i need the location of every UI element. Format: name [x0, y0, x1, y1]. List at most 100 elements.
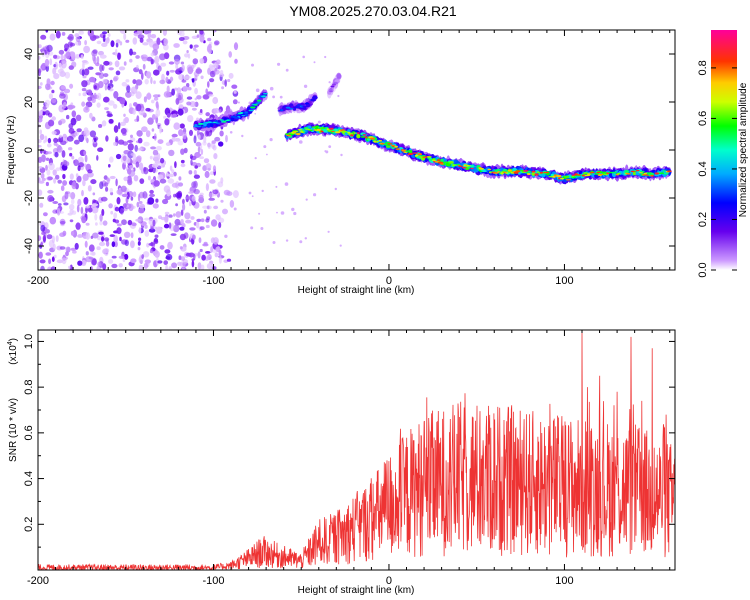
- noise-cell: [98, 231, 104, 235]
- noise-cell: [53, 177, 57, 184]
- noise-cell: [202, 205, 209, 209]
- colorbar-tick-label: 0.6: [697, 111, 709, 126]
- noise-cell: [182, 85, 188, 92]
- noise-cell: [153, 69, 160, 76]
- noise-cell: [123, 231, 131, 238]
- noise-speck: [233, 207, 237, 211]
- noise-cell: [154, 226, 158, 230]
- noise-cell: [94, 213, 98, 221]
- noise-cell: [84, 40, 87, 46]
- noise-cell: [153, 180, 160, 187]
- noise-cell: [38, 251, 43, 259]
- noise-speck: [280, 211, 285, 215]
- noise-cell: [68, 65, 75, 70]
- noise-cell: [130, 134, 133, 138]
- noise-speck: [227, 78, 231, 83]
- ridge-cell: [207, 121, 213, 124]
- noise-cell: [116, 223, 122, 227]
- ridge-cell: [326, 128, 330, 131]
- noise-cell: [45, 164, 48, 171]
- noise-speck: [277, 62, 281, 66]
- noise-cell: [38, 68, 41, 77]
- noise-cell: [164, 249, 171, 254]
- noise-cell: [48, 119, 55, 127]
- ridge-cell: [320, 130, 324, 133]
- noise-cell: [229, 200, 235, 208]
- noise-cell: [87, 207, 93, 213]
- ridge-cell: [487, 168, 492, 171]
- noise-cell: [165, 264, 168, 270]
- noise-cell: [96, 246, 101, 251]
- ridge-cell: [395, 148, 401, 150]
- noise-cell: [62, 230, 67, 236]
- noise-cell: [144, 217, 150, 221]
- noise-cell: [41, 154, 46, 163]
- noise-cell: [199, 35, 205, 43]
- noise-cell: [153, 133, 157, 141]
- noise-cell: [136, 64, 139, 70]
- noise-speck: [285, 68, 289, 72]
- noise-cell: [135, 218, 142, 222]
- noise-cell: [197, 146, 201, 154]
- noise-cell: [121, 81, 128, 87]
- noise-cell: [59, 218, 66, 226]
- noise-cell: [101, 236, 105, 242]
- noise-cell: [85, 232, 91, 240]
- noise-cell: [159, 125, 162, 134]
- noise-cell: [228, 72, 234, 79]
- noise-cell: [150, 52, 155, 57]
- noise-cell: [106, 110, 110, 114]
- noise-cell: [186, 83, 190, 88]
- ridge-cell: [600, 171, 606, 174]
- noise-cell: [127, 143, 134, 151]
- noise-cell: [186, 101, 192, 106]
- noise-cell: [181, 64, 185, 72]
- colorbar-gradient: [711, 30, 737, 270]
- ridge-cell: [624, 169, 630, 174]
- noise-cell: [105, 240, 110, 247]
- noise-cell: [55, 235, 59, 243]
- noise-cell: [92, 53, 96, 62]
- noise-cell: [77, 260, 83, 266]
- noise-cell: [47, 137, 52, 144]
- noise-cell: [166, 113, 171, 118]
- noise-cell: [146, 71, 152, 79]
- noise-cell: [218, 256, 222, 264]
- noise-cell: [184, 212, 191, 220]
- noise-cell: [92, 192, 96, 196]
- ridge-cell: [539, 171, 544, 174]
- noise-cell: [191, 260, 195, 268]
- noise-cell: [45, 103, 50, 109]
- noise-cell: [87, 185, 92, 192]
- ridge-cell: [445, 162, 451, 167]
- noise-cell: [125, 91, 132, 98]
- ridge-cell: [658, 172, 665, 174]
- noise-speck: [251, 63, 254, 67]
- noise-speck: [313, 193, 317, 197]
- noise-cell: [148, 30, 152, 34]
- noise-cell: [142, 63, 146, 70]
- ridge-cell: [225, 119, 230, 122]
- noise-cell: [159, 245, 165, 250]
- noise-cell: [209, 171, 215, 176]
- noise-cell: [69, 219, 74, 223]
- noise-cell: [195, 153, 202, 157]
- noise-cell: [212, 237, 219, 245]
- colorbar-tick-label: 0.8: [697, 60, 709, 75]
- noise-cell: [80, 206, 84, 214]
- ridge-cell: [206, 123, 211, 128]
- noise-cell: [189, 129, 193, 136]
- noise-cell: [226, 258, 232, 262]
- noise-speck: [261, 189, 264, 193]
- noise-cell: [110, 40, 115, 48]
- noise-cell: [207, 142, 212, 149]
- noise-cell: [71, 110, 77, 118]
- ridge-cell: [285, 106, 291, 109]
- noise-cell: [138, 201, 143, 204]
- noise-cell: [149, 189, 154, 194]
- noise-cell: [131, 222, 137, 227]
- noise-cell: [56, 259, 64, 264]
- noise-cell: [66, 114, 70, 120]
- ridge-cell: [314, 125, 320, 130]
- noise-cell: [176, 87, 182, 94]
